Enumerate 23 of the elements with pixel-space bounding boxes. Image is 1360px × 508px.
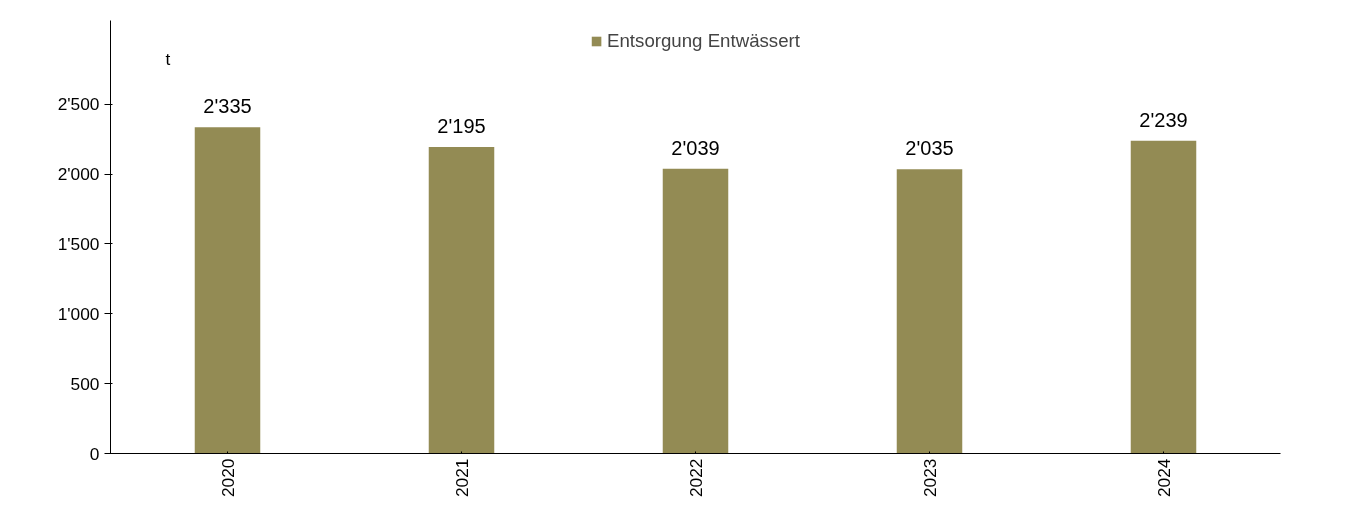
x-tick-label: 2024 xyxy=(1153,458,1174,498)
y-tick-label: 2'500 xyxy=(57,94,100,115)
bar xyxy=(662,168,729,454)
data-label: 2'035 xyxy=(905,137,954,160)
bar xyxy=(896,169,963,454)
y-tick-label: 1'500 xyxy=(57,233,100,254)
y-tick-label: 1'000 xyxy=(57,303,100,324)
data-label: 2'239 xyxy=(1139,108,1188,131)
y-tick-label: 0 xyxy=(89,443,100,464)
x-tick-label: 2023 xyxy=(919,458,940,498)
y-axis-title: t xyxy=(165,48,171,69)
y-tick-label: 2'000 xyxy=(57,164,100,185)
data-label: 2'195 xyxy=(437,114,486,137)
data-label: 2'039 xyxy=(671,136,720,159)
bar xyxy=(428,146,495,454)
legend-label: Entsorgung Entwässert xyxy=(607,30,800,52)
bar xyxy=(194,127,261,454)
bar xyxy=(1130,140,1197,454)
x-tick-label: 2022 xyxy=(685,458,706,498)
y-tick-label: 500 xyxy=(70,373,100,394)
x-tick-label: 2021 xyxy=(451,458,472,498)
x-tick-label: 2020 xyxy=(217,458,238,498)
data-label: 2'335 xyxy=(203,95,252,118)
